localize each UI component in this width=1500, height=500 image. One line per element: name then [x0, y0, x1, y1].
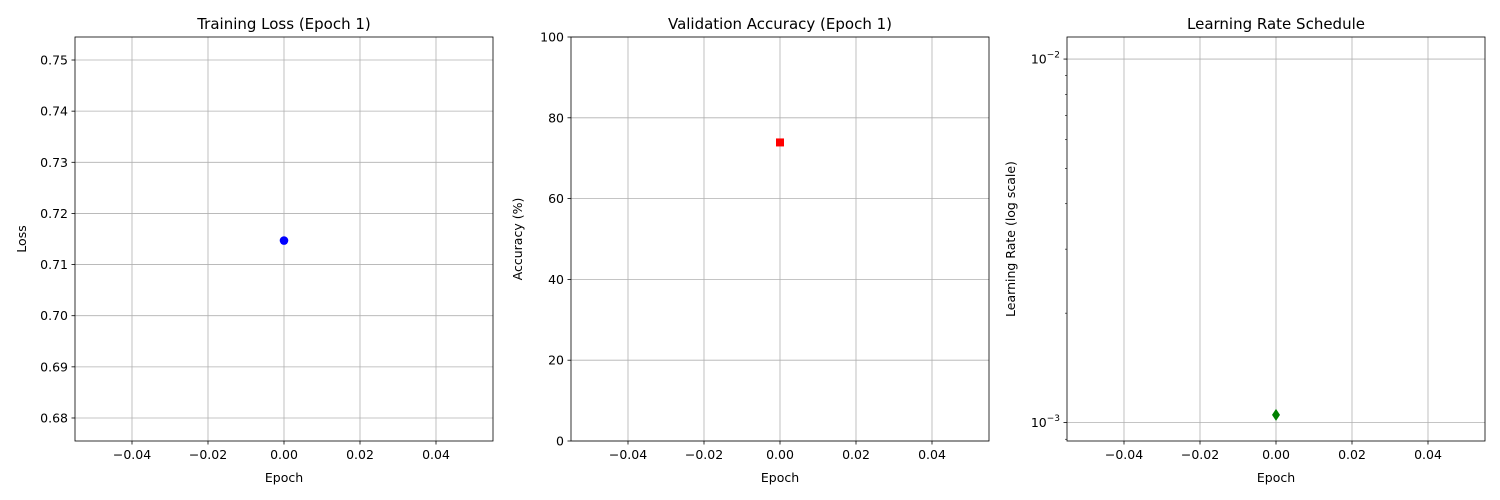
x-tick-label: 0.00: [766, 447, 794, 462]
chart-title: Validation Accuracy (Epoch 1): [668, 15, 892, 33]
data-point: [280, 236, 289, 245]
x-tick-label: −0.04: [1105, 447, 1143, 462]
y-tick-label: 0.68: [40, 410, 68, 425]
x-tick-label: 0.02: [346, 447, 374, 462]
chart-learning-rate: −0.04 −0.02 0.00 0.02 0.04 10−3 10−2 Learning R…: [1003, 15, 1485, 485]
chart-training-loss: −0.04 −0.02 0.00 0.02 0.04 0.68 0.69 0.70 0.71 0.…: [14, 15, 493, 485]
x-tick-label: 0.02: [842, 447, 870, 462]
y-tick-label: 0.69: [40, 359, 68, 374]
x-tick-label: −0.02: [1181, 447, 1219, 462]
y-tick-label: 0.72: [40, 206, 68, 221]
y-tick-label: 20: [548, 353, 564, 368]
x-tick-label: 0.04: [918, 447, 946, 462]
y-tick-label: 80: [548, 110, 564, 125]
y-tick-label: 100: [540, 30, 564, 45]
chart-validation-accuracy: −0.04 −0.02 0.00 0.02 0.04 0 20 40 60 80 100 Valida…: [510, 15, 989, 485]
x-tick-label: 0.04: [422, 447, 450, 462]
y-axis-label: Accuracy (%): [510, 198, 525, 281]
x-tick-label: 0.02: [1338, 447, 1366, 462]
x-tick-label: 0.00: [270, 447, 298, 462]
y-tick-label: 10−3: [1031, 414, 1060, 430]
x-tick-label: 0.04: [1414, 447, 1442, 462]
y-tick-label: 0.70: [40, 308, 68, 323]
chart-title: Learning Rate Schedule: [1187, 15, 1365, 33]
data-point: [776, 138, 784, 146]
x-tick-label: −0.04: [113, 447, 151, 462]
y-tick-label: 0.74: [40, 104, 68, 119]
y-tick-label: 10−2: [1031, 51, 1060, 67]
y-axis-label: Loss: [14, 225, 29, 252]
chart-title: Training Loss (Epoch 1): [196, 15, 371, 33]
x-tick-label: −0.02: [685, 447, 723, 462]
x-axis-label: Epoch: [265, 470, 303, 485]
y-tick-label: 0.73: [40, 155, 68, 170]
y-axis-label: Learning Rate (log scale): [1003, 161, 1018, 317]
x-tick-label: 0.00: [1262, 447, 1290, 462]
x-axis-label: Epoch: [761, 470, 799, 485]
y-tick-label: 40: [548, 272, 564, 287]
y-tick-label: 0: [556, 434, 564, 449]
x-tick-label: −0.04: [609, 447, 647, 462]
x-axis-label: Epoch: [1257, 470, 1295, 485]
data-point: [1272, 409, 1280, 421]
y-tick-label: 0.75: [40, 53, 68, 68]
y-tick-label: 60: [548, 191, 564, 206]
x-tick-label: −0.02: [189, 447, 227, 462]
y-tick-label: 0.71: [40, 257, 68, 272]
